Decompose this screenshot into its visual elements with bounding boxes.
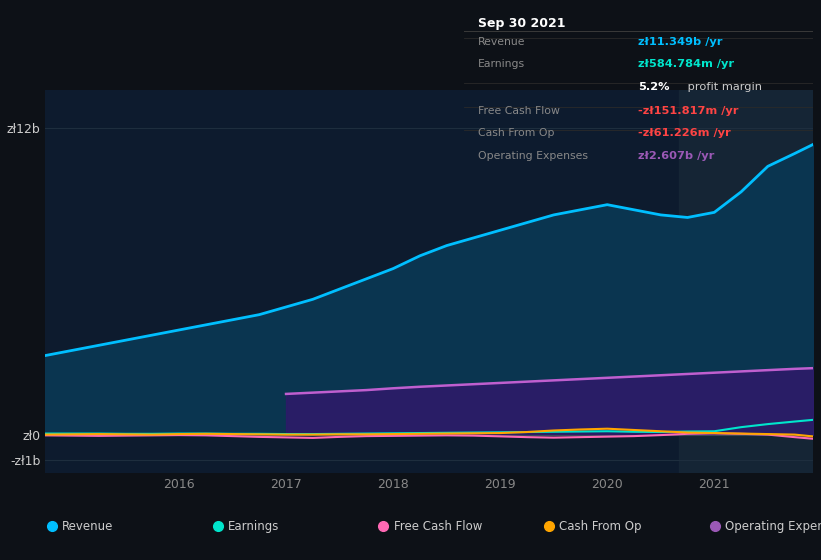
Text: Revenue: Revenue — [478, 36, 525, 46]
Text: Free Cash Flow: Free Cash Flow — [478, 106, 560, 115]
Text: Operating Expenses: Operating Expenses — [478, 151, 588, 161]
Text: zł584.784m /yr: zł584.784m /yr — [639, 59, 735, 69]
Text: zł2.607b /yr: zł2.607b /yr — [639, 151, 715, 161]
Text: -zł61.226m /yr: -zł61.226m /yr — [639, 128, 731, 138]
Text: Cash From Op: Cash From Op — [478, 128, 554, 138]
Text: 5.2%: 5.2% — [639, 82, 670, 91]
Text: Cash From Op: Cash From Op — [559, 520, 642, 533]
Text: Earnings: Earnings — [478, 59, 525, 69]
Text: profit margin: profit margin — [684, 82, 762, 91]
Text: Sep 30 2021: Sep 30 2021 — [478, 17, 566, 30]
Text: Free Cash Flow: Free Cash Flow — [393, 520, 482, 533]
Text: Operating Expenses: Operating Expenses — [726, 520, 821, 533]
Text: zł11.349b /yr: zł11.349b /yr — [639, 36, 722, 46]
Bar — [679, 90, 813, 473]
Text: Revenue: Revenue — [62, 520, 113, 533]
Text: -zł151.817m /yr: -zł151.817m /yr — [639, 106, 739, 115]
Text: Earnings: Earnings — [227, 520, 279, 533]
